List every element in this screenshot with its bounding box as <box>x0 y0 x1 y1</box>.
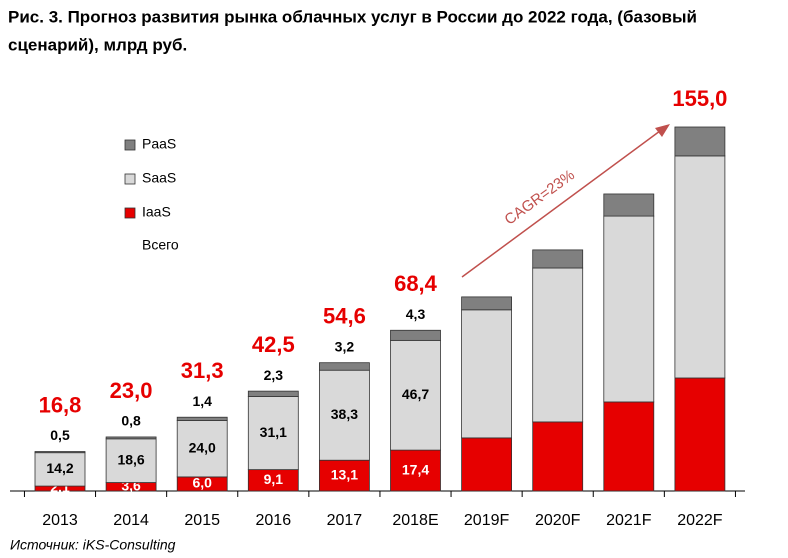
x-tick-label: 2016 <box>256 512 292 529</box>
value-label: 0,8 <box>121 413 141 429</box>
bar-segment <box>674 126 726 157</box>
bar-segment <box>390 339 441 451</box>
value-label: 2,3 <box>264 367 284 383</box>
total-label: 155,0 <box>672 86 727 111</box>
legend-label: Всего <box>142 237 179 253</box>
bar-segment <box>247 390 299 397</box>
bar-segment <box>603 193 655 217</box>
bar-segment <box>532 267 584 423</box>
legend-swatch <box>124 139 136 151</box>
legend-swatch <box>124 207 136 219</box>
value-label: 31,1 <box>260 424 287 440</box>
x-tick-label: 2020F <box>535 512 581 529</box>
x-tick-label: 2022F <box>677 512 723 529</box>
bar-segment <box>674 377 726 492</box>
bar-segment <box>318 362 370 371</box>
bar-segment <box>105 436 157 440</box>
bar-segment <box>603 401 655 492</box>
bar-segment <box>318 369 370 461</box>
x-tick-label: 2014 <box>113 512 149 529</box>
total-label: 16,8 <box>39 392 82 417</box>
trend-arrow <box>461 127 665 278</box>
bar-segment <box>461 296 513 311</box>
value-label: 38,3 <box>331 406 358 422</box>
chart-title: сценарий), млрд руб. <box>8 35 187 54</box>
arrow-head <box>655 124 670 137</box>
total-label: 68,4 <box>394 271 438 296</box>
bar-segment <box>532 249 584 269</box>
x-tick-label: 2021F <box>606 512 652 529</box>
legend-swatch <box>124 173 136 185</box>
chart-title: Рис. 3. Прогноз развития рынка облачных … <box>8 7 697 26</box>
total-label: 42,5 <box>252 332 295 357</box>
bar-segment <box>603 215 655 403</box>
x-tick-label: 2018E <box>392 512 438 529</box>
x-tick-label: 2019F <box>464 512 510 529</box>
total-label: 54,6 <box>323 304 366 329</box>
value-label: 46,7 <box>402 386 429 402</box>
bar-segment <box>34 452 86 487</box>
source-note: Источник: iKS-Consulting <box>10 537 176 553</box>
bar-segment <box>461 437 513 492</box>
x-tick-label: 2013 <box>42 512 78 529</box>
legend-label: PaaS <box>142 136 176 152</box>
bar-segment <box>461 309 513 439</box>
value-label: 4,3 <box>406 306 426 322</box>
total-label: 23,0 <box>110 378 153 403</box>
bar-segment <box>318 459 370 492</box>
value-label: 9,1 <box>264 471 284 487</box>
value-label: 13,1 <box>331 466 358 482</box>
bar-segment <box>247 396 299 471</box>
bar-segment <box>34 451 86 454</box>
bar-segment <box>532 421 584 492</box>
value-label: 0,5 <box>50 427 70 443</box>
x-tick-label: 2015 <box>184 512 220 529</box>
bar-segment <box>176 416 228 421</box>
bar-segment <box>176 420 228 478</box>
value-label: 18,6 <box>117 451 144 467</box>
legend-label: SaaS <box>142 170 176 186</box>
bar-segment <box>390 329 441 341</box>
bar-segment <box>105 438 157 483</box>
bar-segment <box>674 155 726 379</box>
total-label: 31,3 <box>181 358 224 383</box>
value-label: 24,0 <box>189 439 216 455</box>
value-label: 14,2 <box>46 460 73 476</box>
x-tick-label: 2017 <box>327 512 363 529</box>
legend-label: IaaS <box>142 204 171 220</box>
value-label: 1,4 <box>192 393 212 409</box>
value-label: 17,4 <box>402 461 429 477</box>
value-label: 3,2 <box>335 338 355 354</box>
value-label: 6,0 <box>192 475 212 491</box>
